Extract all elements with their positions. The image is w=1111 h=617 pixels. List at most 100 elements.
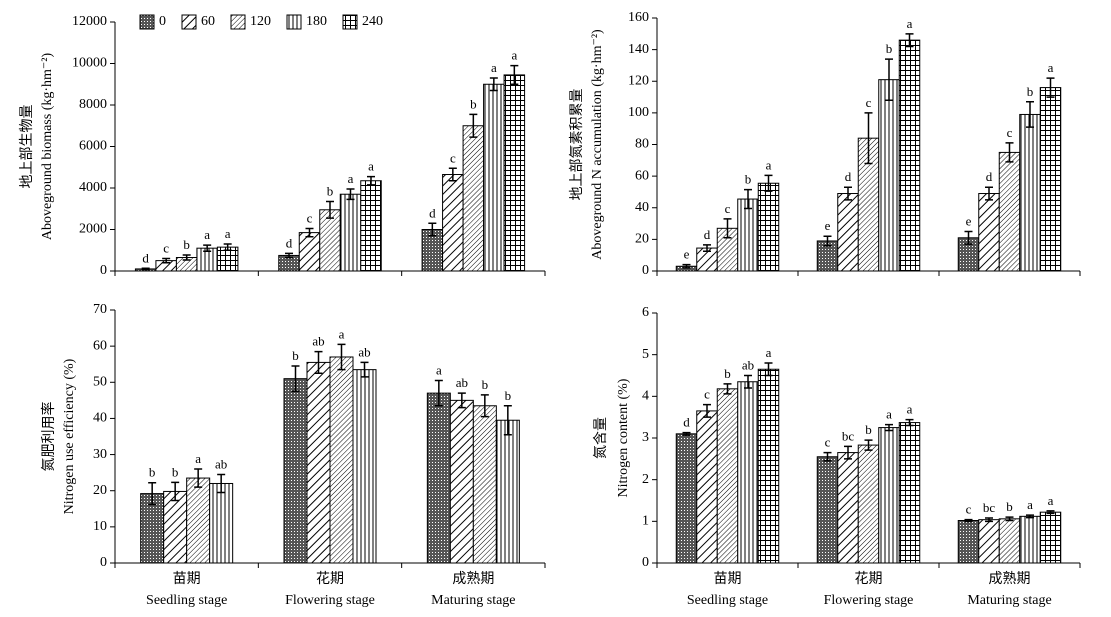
error-bar — [985, 517, 993, 523]
significance-letter: c — [450, 150, 456, 165]
error-bar — [489, 77, 498, 92]
error-bar — [428, 222, 437, 237]
significance-letter: a — [1048, 60, 1054, 75]
legend-swatch — [342, 14, 358, 30]
y-tick-label: 160 — [628, 10, 649, 25]
error-bar — [723, 383, 732, 395]
error-bar — [1005, 516, 1014, 522]
error-bar — [194, 468, 203, 488]
significance-letter: b — [183, 237, 190, 252]
error-bar — [510, 64, 519, 85]
significance-letter: ab — [456, 375, 468, 390]
y-tick-label: 5 — [642, 347, 649, 362]
significance-letter: c — [966, 502, 972, 517]
significance-letter: b — [172, 464, 179, 479]
legend-label: 120 — [250, 14, 271, 29]
error-bar — [905, 418, 914, 427]
bar — [978, 519, 1000, 564]
error-bar — [291, 365, 300, 393]
significance-letter: d — [986, 169, 993, 184]
error-bar — [844, 445, 852, 460]
y-tick-label: 100 — [628, 105, 649, 120]
error-bar — [985, 186, 993, 201]
bar — [163, 490, 188, 564]
bar — [675, 433, 698, 564]
significance-letter: ab — [358, 344, 370, 359]
y-tick-label: 70 — [93, 302, 107, 317]
error-bar — [964, 518, 973, 523]
legend-swatch — [286, 14, 302, 30]
error-bar — [141, 267, 150, 271]
significance-letter: a — [907, 16, 913, 31]
significance-letter: b — [1006, 499, 1013, 514]
y-axis-label: 氮肥利用率 — [40, 402, 57, 472]
error-bar — [305, 227, 314, 238]
bar — [298, 232, 321, 272]
y-tick-label: 0 — [100, 263, 107, 278]
significance-letter: c — [163, 241, 169, 256]
significance-letter: a — [339, 326, 345, 341]
error-bar — [823, 451, 832, 462]
bar — [757, 182, 780, 272]
significance-letter: b — [482, 377, 489, 392]
significance-letter: ab — [742, 357, 754, 372]
y-tick-label: 0 — [100, 555, 107, 570]
error-bar — [148, 482, 157, 506]
y-axis-label: Aboveground N accumulation (kg·hm⁻²) — [590, 29, 605, 260]
y-tick-label: 4 — [642, 389, 649, 404]
bar — [696, 410, 718, 564]
legend-swatch — [139, 14, 155, 30]
error-bar — [1026, 514, 1034, 519]
significance-letter: a — [907, 402, 913, 417]
error-bar — [326, 200, 334, 219]
significance-letter: c — [1007, 125, 1013, 140]
x-tick-label-en: Seedling stage — [146, 593, 227, 608]
bar — [426, 392, 451, 564]
bar — [878, 427, 900, 564]
error-bar — [182, 254, 191, 261]
bar — [186, 477, 211, 564]
significance-letter: b — [505, 388, 512, 403]
error-bar — [469, 113, 478, 138]
y-tick-label: 0 — [642, 263, 649, 278]
y-tick-label: 20 — [93, 483, 107, 498]
bar — [339, 193, 362, 272]
y-tick-label: 30 — [93, 447, 107, 462]
bar — [329, 356, 354, 564]
bar — [816, 456, 839, 564]
y-tick-label: 1 — [642, 514, 649, 529]
y-tick-label: 2000 — [79, 222, 107, 237]
error-bar — [682, 263, 691, 269]
bar — [495, 419, 520, 564]
significance-letter: d — [429, 205, 436, 220]
error-bar — [885, 423, 893, 432]
error-bar — [844, 186, 852, 201]
legend-label: 60 — [201, 14, 215, 29]
error-bar — [217, 473, 226, 494]
error-bar — [448, 167, 457, 182]
x-tick-label: 成熟期 — [452, 571, 494, 587]
y-tick-label: 140 — [628, 42, 649, 57]
significance-letter: e — [966, 213, 972, 228]
significance-letter: b — [292, 348, 299, 363]
error-bar — [703, 244, 711, 252]
error-bar — [171, 481, 180, 502]
bar — [857, 444, 880, 564]
error-bar — [360, 361, 369, 378]
x-tick-label-en: Maturing stage — [967, 593, 1051, 608]
y-tick-label: 8000 — [79, 97, 107, 112]
error-bar — [162, 257, 171, 264]
y-tick-label: 2 — [642, 472, 649, 487]
error-bar — [764, 174, 773, 192]
y-tick-label: 60 — [635, 168, 649, 183]
y-axis-label: Aboveground biomass (kg·hm⁻²) — [40, 52, 55, 240]
significance-letter: a — [886, 407, 892, 422]
x-tick-label-en: Seedling stage — [687, 593, 768, 608]
error-bar — [723, 218, 732, 239]
bar — [957, 520, 980, 564]
y-tick-label: 6 — [642, 305, 649, 320]
significance-letter: d — [845, 169, 852, 184]
significance-letter: a — [348, 171, 354, 186]
significance-letter: b — [745, 172, 752, 187]
